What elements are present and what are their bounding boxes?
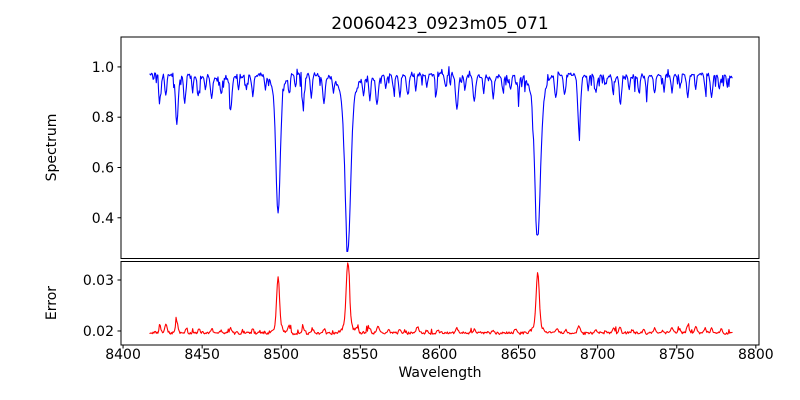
spectrum-y-tick-label: 0.6	[92, 160, 114, 176]
x-tick-label: 8800	[738, 347, 774, 363]
error-panel-frame	[120, 261, 760, 346]
error-y-tick-label: 0.03	[83, 273, 114, 289]
spectrum-y-tick-label: 0.4	[92, 211, 114, 227]
error-y-axis-label: Error	[44, 286, 60, 320]
x-tick-label: 8700	[580, 347, 616, 363]
spectrum-line	[149, 66, 733, 252]
spectrum-y-tick-label: 1.0	[92, 60, 114, 76]
error-y-tick-label: 0.02	[83, 324, 114, 340]
x-tick-label: 8450	[184, 347, 220, 363]
x-tick-label: 8750	[659, 347, 695, 363]
spectrum-y-axis-label: Spectrum	[44, 114, 60, 182]
plot-layers: 0.4 0.6 0.8 1.0 0.02 0.03 8400 8450 8500 8550 8600…	[83, 36, 774, 363]
error-line	[149, 262, 733, 336]
x-axis-label: Wavelength	[398, 365, 481, 381]
x-tick-label: 8600	[422, 347, 458, 363]
x-tick-label: 8550	[343, 347, 379, 363]
spectrum-panel-frame	[120, 36, 760, 259]
plot-title: 20060423_0923m05_071	[331, 14, 548, 34]
x-tick-label: 8650	[501, 347, 537, 363]
spectrum-y-tick-label: 0.8	[92, 110, 114, 126]
x-tick-label: 8400	[105, 347, 141, 363]
x-tick-label: 8500	[263, 347, 299, 363]
